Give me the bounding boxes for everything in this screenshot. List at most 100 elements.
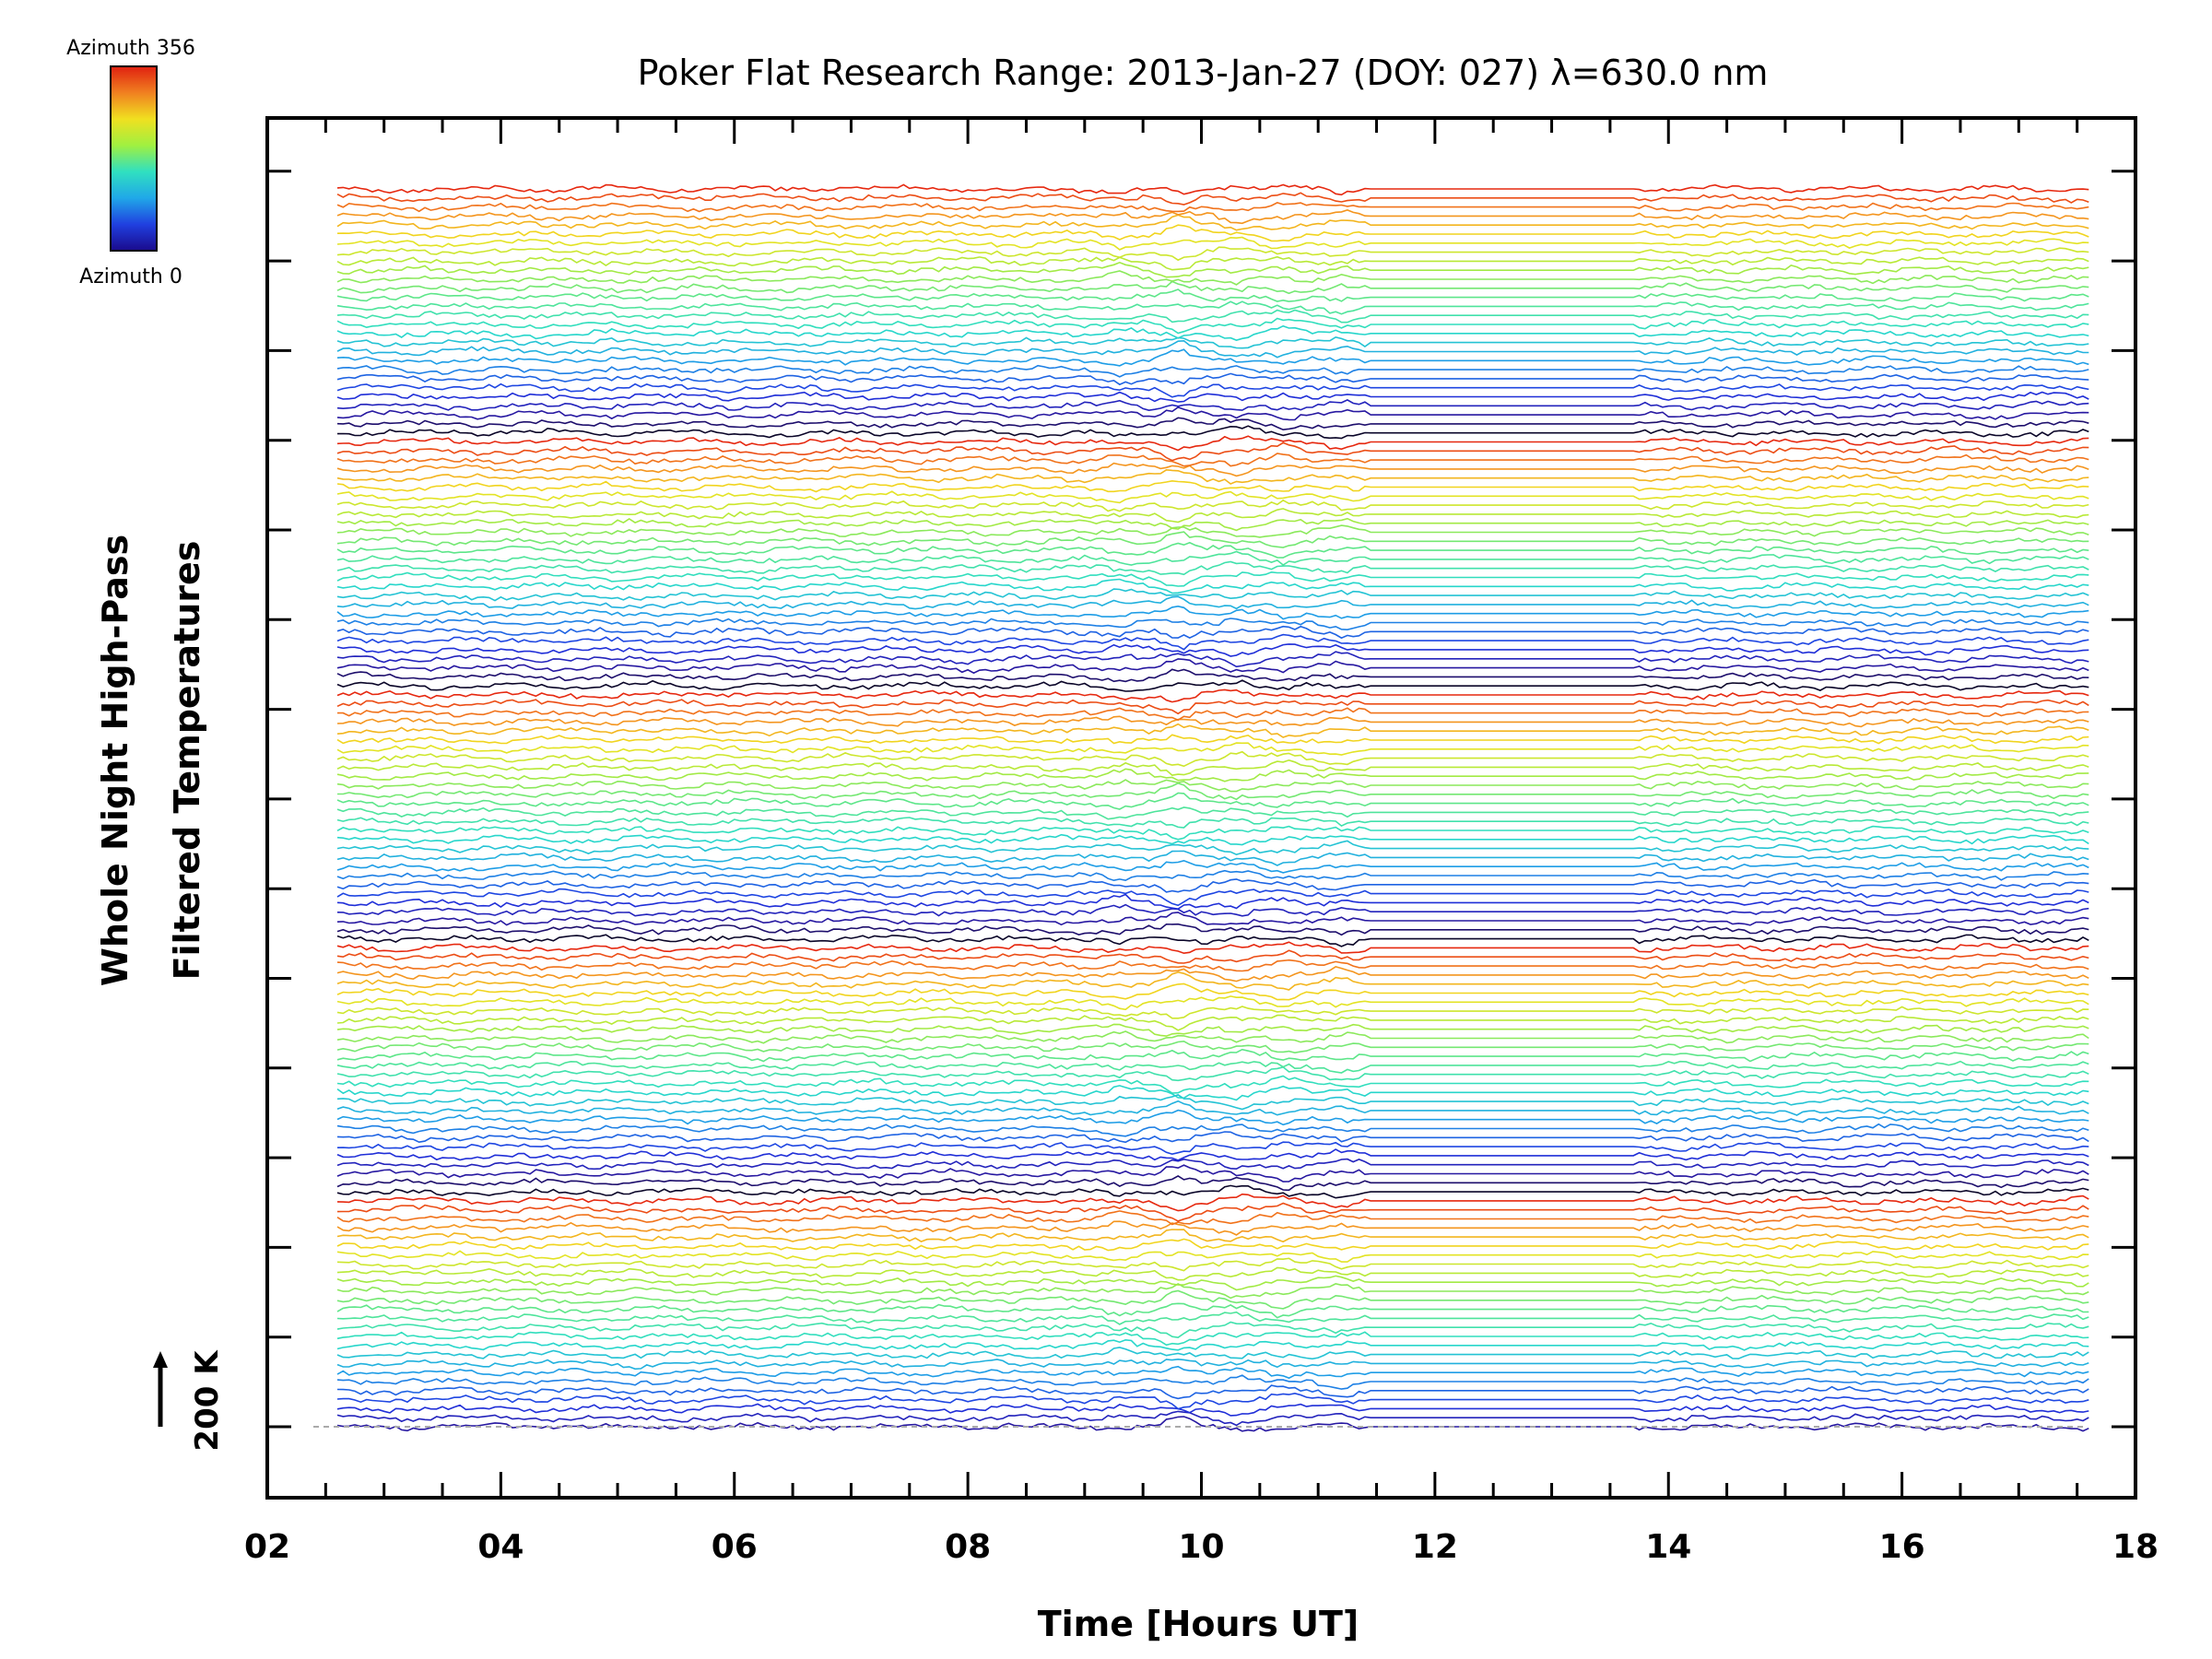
series-line — [336, 658, 2089, 675]
series-line — [336, 949, 2089, 964]
series-line — [336, 1158, 2089, 1171]
x-minor-ticks — [265, 118, 2137, 1498]
series-line — [336, 1229, 2089, 1243]
series-line — [336, 531, 2089, 548]
series-line — [336, 236, 2089, 251]
series-line — [336, 479, 2089, 493]
series-line — [336, 1238, 2089, 1252]
x-axis-label: Time [Hours UT] — [1038, 1604, 1359, 1644]
series-line — [336, 348, 2089, 367]
series-line — [336, 462, 2089, 477]
series-line — [336, 759, 2089, 776]
series-line — [336, 1282, 2089, 1300]
series-line — [336, 1384, 2089, 1400]
series-line — [336, 339, 2089, 359]
series-line — [336, 224, 2089, 242]
series-line — [336, 595, 2089, 610]
series-line — [336, 398, 2089, 412]
series-lines — [336, 183, 2089, 1432]
series-line — [336, 517, 2089, 532]
series-line — [336, 1075, 2089, 1094]
series-line — [336, 288, 2089, 302]
series-line — [336, 1289, 2089, 1310]
series-line — [336, 1410, 2089, 1427]
series-line — [337, 782, 2089, 801]
series-line — [336, 1347, 2089, 1360]
series-line — [336, 183, 2089, 196]
series-line — [336, 1174, 2089, 1192]
series-line — [336, 1311, 2089, 1325]
series-line — [336, 391, 2089, 403]
scale-bar — [153, 1351, 168, 1427]
series-line — [336, 750, 2089, 768]
series-line — [336, 588, 2089, 602]
y-ticks — [267, 170, 2136, 1429]
series-line — [336, 1392, 2089, 1410]
x-tick-label: 02 — [244, 1528, 290, 1566]
series-line — [336, 364, 2089, 378]
series-line — [336, 1250, 2089, 1263]
series-line — [336, 779, 2089, 793]
series-line — [336, 406, 2089, 421]
series-line — [336, 508, 2089, 524]
series-line — [336, 912, 2089, 926]
series-line — [336, 840, 2089, 856]
series-line — [336, 668, 2089, 683]
series-line — [336, 317, 2089, 335]
series-line — [336, 1065, 2089, 1082]
series-line — [336, 453, 2089, 467]
series-line — [336, 1257, 2089, 1272]
series-line — [336, 869, 2089, 882]
series-line — [336, 335, 2089, 349]
series-line — [336, 1023, 2089, 1037]
series-line — [336, 1365, 2089, 1380]
x-tick-label: 18 — [2112, 1528, 2159, 1566]
series-line — [336, 324, 2089, 341]
series-line — [336, 1014, 2089, 1031]
series-line — [336, 209, 2089, 225]
series-line — [336, 859, 2089, 874]
series-line — [336, 850, 2089, 866]
series-line — [336, 1321, 2089, 1339]
series-line — [336, 309, 2089, 324]
series-line — [336, 679, 2089, 692]
series-line — [336, 1338, 2089, 1351]
series-line — [336, 578, 2089, 594]
series-line — [336, 441, 2089, 462]
series-line — [336, 934, 2089, 947]
series-line — [336, 888, 2089, 907]
series-line — [336, 723, 2089, 738]
series-line — [336, 435, 2089, 452]
y-axis-label-line2: Filtered Temperatures — [167, 541, 207, 981]
x-tick-label: 06 — [712, 1528, 758, 1566]
series-line — [336, 903, 2089, 917]
series-line — [336, 1302, 2089, 1319]
series-line — [336, 1220, 2089, 1236]
x-tick-label: 04 — [477, 1528, 524, 1566]
series-line — [336, 995, 2089, 1011]
series-line — [336, 1358, 2089, 1371]
series-line — [336, 1184, 2089, 1199]
series-line — [336, 893, 2089, 911]
series-line — [336, 261, 2089, 278]
series-line — [336, 1094, 2089, 1111]
series-line — [336, 1266, 2089, 1281]
series-line — [336, 300, 2089, 315]
scale-bar-label: 200 K — [189, 1349, 226, 1452]
series-line — [336, 734, 2089, 745]
series-line — [336, 1331, 2089, 1347]
series-line — [336, 688, 2089, 703]
series-line — [336, 1048, 2089, 1063]
series-line — [336, 833, 2089, 846]
series-line — [336, 966, 2089, 982]
series-line — [336, 643, 2089, 657]
series-line — [336, 560, 2089, 576]
series-line — [336, 1030, 2089, 1044]
series-line — [336, 625, 2089, 640]
series-line — [336, 1131, 2089, 1144]
series-line — [336, 941, 2089, 955]
x-tick-label: 08 — [945, 1528, 991, 1566]
chart-title: Poker Flat Research Range: 2013-Jan-27 (… — [638, 53, 1769, 93]
series-line — [336, 959, 2089, 972]
